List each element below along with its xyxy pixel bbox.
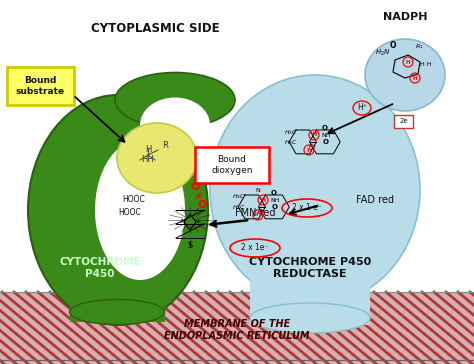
Text: $H_3C$: $H_3C$ <box>284 128 298 137</box>
Text: FAD red: FAD red <box>356 195 394 205</box>
Text: 2e: 2e <box>400 118 408 124</box>
FancyBboxPatch shape <box>195 147 269 183</box>
Bar <box>250 270 370 325</box>
Text: H: H <box>255 213 261 218</box>
Text: HOOC: HOOC <box>118 208 141 217</box>
Ellipse shape <box>117 123 197 193</box>
Text: $R_3$: $R_3$ <box>257 207 266 216</box>
Ellipse shape <box>365 39 445 111</box>
Text: H H: H H <box>420 62 431 67</box>
Bar <box>0 292 474 364</box>
Text: N: N <box>195 219 200 224</box>
Text: $H_3C$: $H_3C$ <box>232 192 246 201</box>
Text: R: R <box>162 141 168 150</box>
Text: 2 x 1 e⁻: 2 x 1 e⁻ <box>292 203 322 213</box>
Ellipse shape <box>140 98 210 153</box>
Text: CYTOCHROME
P450: CYTOCHROME P450 <box>59 257 141 279</box>
Text: H⁺: H⁺ <box>357 103 367 112</box>
Text: FMN red: FMN red <box>235 208 275 218</box>
Text: N: N <box>255 188 260 193</box>
Ellipse shape <box>115 72 235 127</box>
Text: N: N <box>181 219 185 224</box>
Text: HOOC: HOOC <box>122 195 145 204</box>
Text: H: H <box>406 59 410 64</box>
Ellipse shape <box>28 95 208 325</box>
Text: CYTOCHROME P450
REDUCTASE: CYTOCHROME P450 REDUCTASE <box>249 257 371 279</box>
FancyBboxPatch shape <box>394 115 413 127</box>
Ellipse shape <box>210 75 420 305</box>
Text: $R_2$: $R_2$ <box>308 142 317 151</box>
Text: MEMBRANE OF THE
ENDOPLASMIC RETICULUM: MEMBRANE OF THE ENDOPLASMIC RETICULUM <box>164 319 310 341</box>
Ellipse shape <box>70 300 164 324</box>
Text: Bound
dioxygen: Bound dioxygen <box>211 155 253 175</box>
Text: H: H <box>311 132 317 138</box>
Ellipse shape <box>95 140 185 280</box>
Text: =: = <box>192 189 205 202</box>
Text: NADPH: NADPH <box>383 12 427 22</box>
Text: NH: NH <box>321 133 330 138</box>
Text: $H_3C$: $H_3C$ <box>284 138 298 147</box>
Text: H: H <box>306 147 311 153</box>
Text: $R_1$: $R_1$ <box>415 42 424 51</box>
Text: $H_3C$: $H_3C$ <box>232 203 246 212</box>
Text: NH: NH <box>270 198 280 203</box>
Text: O: O <box>271 190 277 196</box>
Text: $H_2N$: $H_2N$ <box>375 48 391 58</box>
Text: 2 x 1e⁻: 2 x 1e⁻ <box>241 244 269 253</box>
Text: H: H <box>413 75 417 80</box>
Text: O: O <box>323 139 329 145</box>
Text: O: O <box>197 200 207 210</box>
Text: O: O <box>191 182 200 192</box>
Text: H: H <box>260 198 265 202</box>
Text: HH: HH <box>142 155 155 164</box>
FancyBboxPatch shape <box>7 67 74 105</box>
Text: H: H <box>145 145 151 154</box>
Ellipse shape <box>250 303 370 333</box>
Text: O: O <box>322 125 328 131</box>
Text: CYTOPLASMIC SIDE: CYTOPLASMIC SIDE <box>91 22 219 35</box>
Text: Bound
substrate: Bound substrate <box>16 76 64 96</box>
Bar <box>70 272 165 322</box>
Text: O: O <box>390 41 396 50</box>
Text: S: S <box>187 241 192 250</box>
Text: O: O <box>272 204 278 210</box>
